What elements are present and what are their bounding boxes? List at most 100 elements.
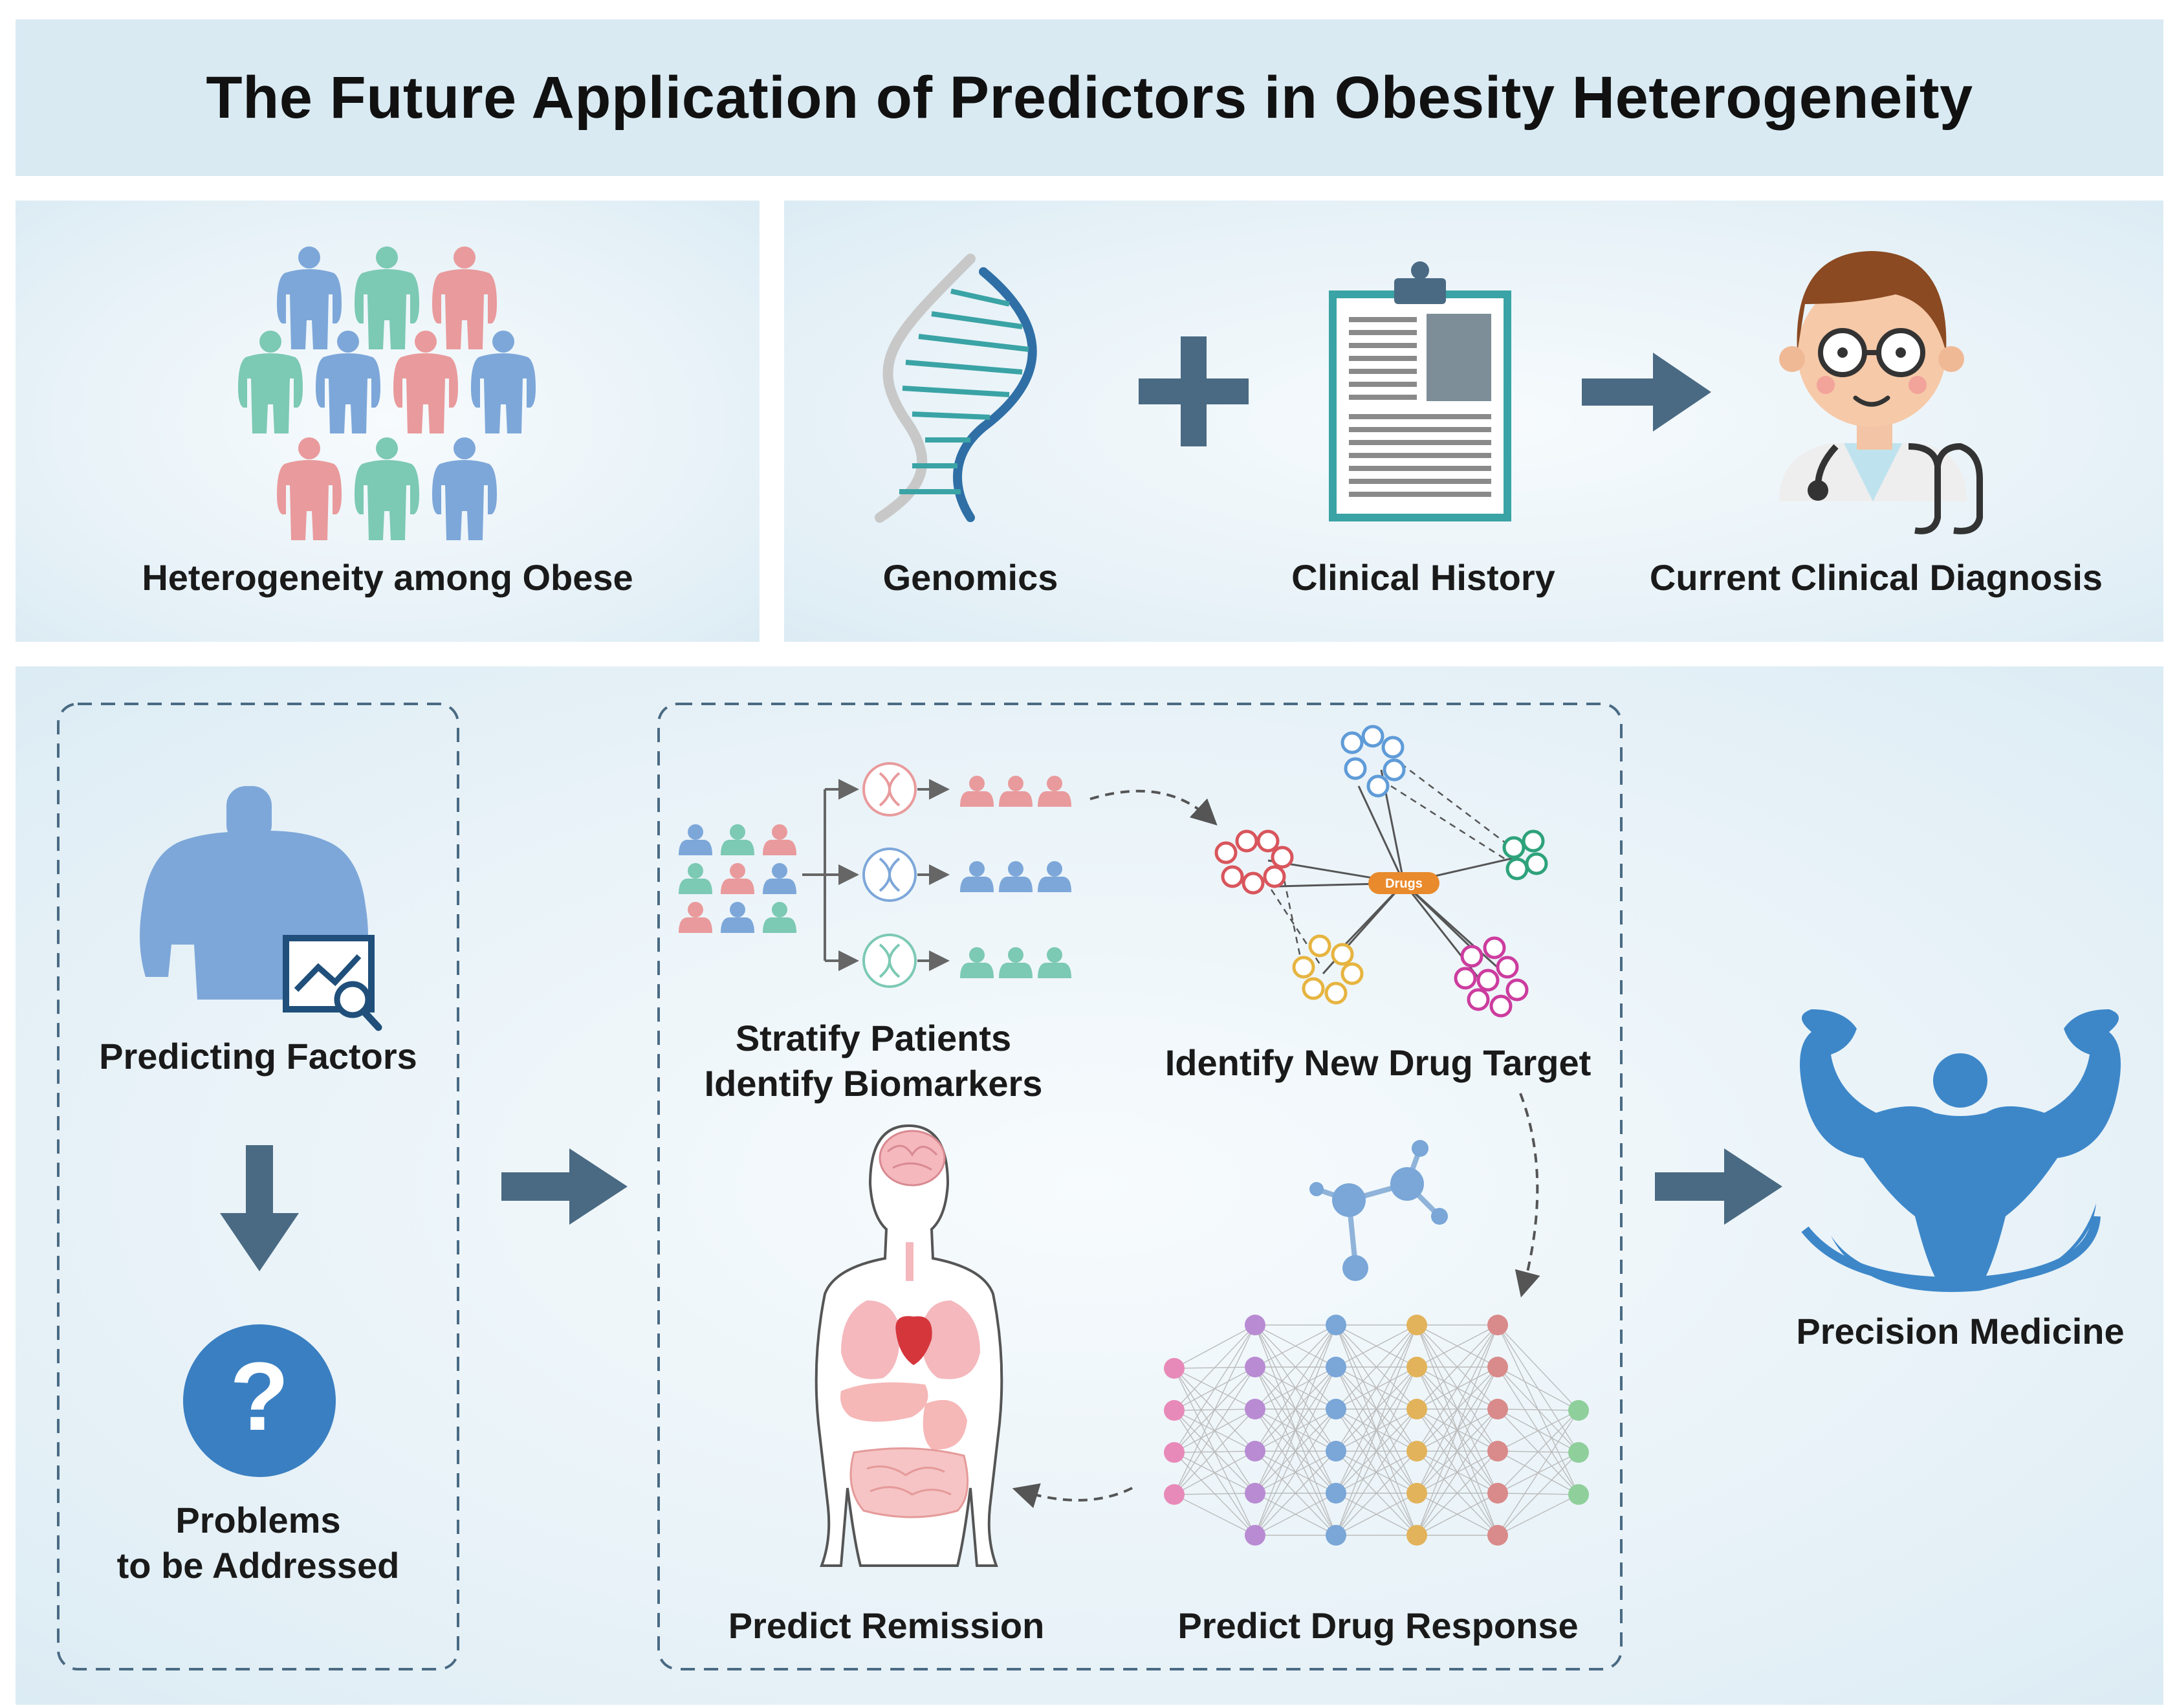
nn-edge — [1416, 1451, 1498, 1536]
nn-edge — [1174, 1324, 1256, 1411]
nn-node — [1568, 1484, 1589, 1505]
arrow-right-icon — [501, 1148, 628, 1225]
nn-node — [1406, 1315, 1427, 1335]
nn-node — [1245, 1399, 1265, 1419]
nn-edge — [1497, 1410, 1579, 1494]
doctor-icon — [1779, 251, 1983, 534]
nn-edge — [1416, 1324, 1498, 1452]
nn-edge — [1254, 1324, 1337, 1536]
nn-edge — [1416, 1324, 1498, 1494]
nn-node — [1406, 1483, 1427, 1504]
neural-network-nodes — [1164, 1315, 1589, 1546]
stratified-group-teal — [960, 947, 1071, 978]
nn-edge — [1254, 1324, 1337, 1368]
nn-node — [1164, 1442, 1185, 1463]
plus-icon — [1139, 336, 1249, 446]
stratify-branch-lines — [802, 779, 950, 971]
nn-edge — [1497, 1366, 1579, 1411]
nn-node — [1245, 1483, 1265, 1504]
nn-node — [1406, 1525, 1427, 1546]
nn-node — [1487, 1525, 1508, 1546]
dna-icon — [875, 254, 1037, 523]
biomarker-dna-icon-1 — [862, 762, 917, 816]
neural-network-edges — [1174, 1324, 1579, 1536]
nn-node — [1487, 1483, 1508, 1504]
nn-edge — [1174, 1324, 1256, 1369]
svg-text:?: ? — [230, 1342, 289, 1451]
muscle-figure-icon — [1800, 1009, 2121, 1292]
mixed-patients-icon — [679, 824, 796, 933]
nn-node — [1326, 1399, 1346, 1419]
obese-crowd-icon — [238, 246, 536, 540]
nn-edge — [1254, 1324, 1337, 1494]
nn-edge — [1335, 1324, 1417, 1494]
arrow-right-icon — [1655, 1148, 1782, 1225]
nn-node — [1245, 1441, 1265, 1462]
nn-edge — [1497, 1410, 1579, 1452]
clinical-history-label: Clinical History — [1291, 557, 1555, 598]
swoosh-ring — [1801, 1216, 2101, 1286]
nn-node — [1326, 1357, 1346, 1377]
nn-edge — [1335, 1324, 1417, 1410]
precision-medicine-label: Precision Medicine — [1796, 1311, 2125, 1352]
biomarker-dna-icon-3 — [862, 934, 917, 988]
nn-edge — [1254, 1451, 1337, 1536]
nn-edge — [1174, 1494, 1256, 1536]
nn-node — [1326, 1483, 1346, 1504]
nn-node — [1406, 1441, 1427, 1462]
nn-edge — [1174, 1324, 1256, 1495]
genomics-label: Genomics — [882, 557, 1058, 598]
stratify-label-line1: Stratify Patients — [735, 1018, 1012, 1058]
nn-edge — [1416, 1324, 1498, 1536]
current-diagnosis-label: Current Clinical Diagnosis — [1649, 557, 2103, 598]
nn-edge — [1174, 1493, 1256, 1495]
predict-drug-response-label: Predict Drug Response — [1177, 1605, 1579, 1646]
nn-node — [1406, 1357, 1427, 1377]
predicting-factors-label: Predicting Factors — [99, 1036, 417, 1077]
predict-remission-label: Predict Remission — [728, 1605, 1045, 1646]
nn-node — [1487, 1399, 1508, 1419]
nn-edge — [1416, 1324, 1498, 1368]
nn-node — [1487, 1441, 1508, 1462]
nn-node — [1245, 1525, 1265, 1546]
predictors-dashed-box — [57, 703, 459, 1670]
nn-edge — [1335, 1324, 1417, 1452]
nn-edge — [1254, 1366, 1337, 1536]
nn-edge — [1174, 1408, 1256, 1495]
nn-node — [1326, 1441, 1346, 1462]
chart-magnifier-icon — [283, 935, 382, 1031]
dashed-arrow-to-remission — [1012, 1483, 1133, 1509]
nn-node — [1245, 1315, 1265, 1335]
nn-edge — [1174, 1451, 1256, 1495]
problems-label-line2: to be Addressed — [116, 1545, 400, 1586]
clipboard-icon — [1329, 261, 1511, 521]
question-icon: ? — [183, 1324, 336, 1477]
stratified-group-blue — [960, 861, 1071, 892]
stratify-label-line2: Identify Biomarkers — [704, 1063, 1043, 1104]
nn-edge — [1416, 1324, 1498, 1410]
stratified-group-pink — [960, 776, 1071, 807]
problems-label-line1: Problems — [175, 1500, 341, 1540]
nn-edge — [1174, 1366, 1256, 1495]
nn-edge — [1416, 1408, 1498, 1536]
drug-node-label: Drugs — [1385, 877, 1423, 891]
nn-node — [1164, 1400, 1185, 1421]
nn-edge — [1254, 1408, 1337, 1536]
nn-edge — [1335, 1324, 1417, 1368]
molecule-icon — [1309, 1140, 1448, 1281]
drug-target-label: Identify New Drug Target — [1165, 1042, 1592, 1083]
nn-node — [1406, 1399, 1427, 1419]
nn-edge — [1497, 1324, 1579, 1411]
future-application-panel — [16, 666, 2163, 1705]
arrow-down-icon — [220, 1145, 299, 1271]
nn-edge — [1497, 1410, 1579, 1536]
nn-edge — [1254, 1324, 1337, 1410]
drug-network-icon: Drugs — [1214, 725, 1548, 1018]
nn-edge — [1416, 1493, 1498, 1536]
nn-node — [1326, 1525, 1346, 1546]
nn-edge — [1497, 1452, 1579, 1536]
nn-edge — [1335, 1451, 1417, 1536]
biomarker-dna-icon-2 — [862, 848, 917, 902]
nn-edge — [1416, 1366, 1498, 1536]
